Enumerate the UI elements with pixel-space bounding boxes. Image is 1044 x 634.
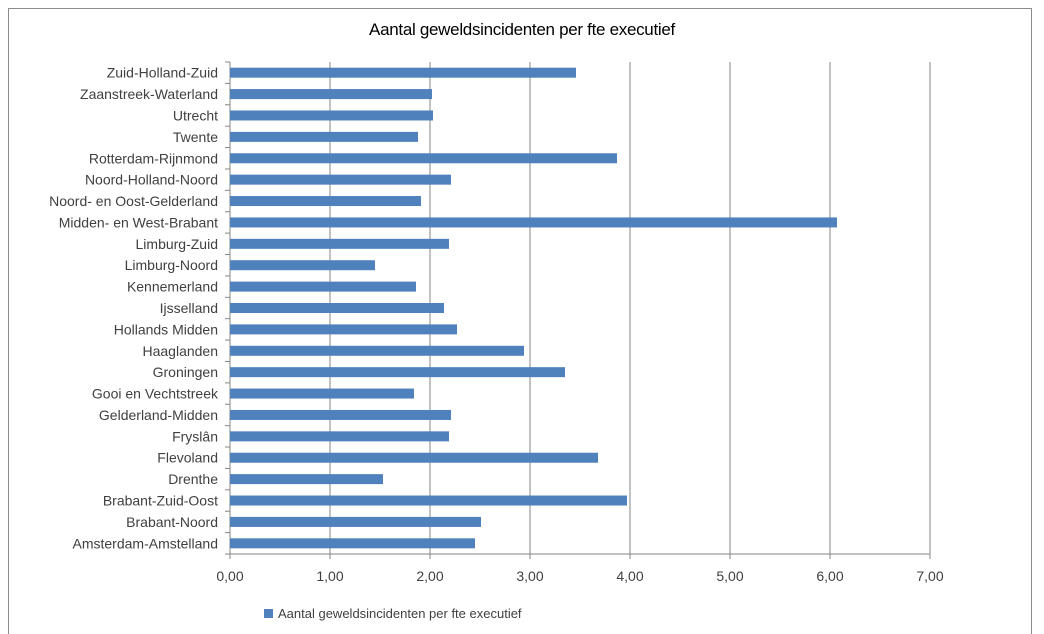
category-label: Rotterdam-Rijnmond — [89, 150, 218, 166]
bar — [230, 174, 451, 185]
bar — [230, 110, 433, 121]
category-label: Twente — [173, 129, 218, 145]
legend-label: Aantal geweldsincidenten per fte executi… — [278, 606, 522, 621]
bar — [230, 217, 837, 228]
bar — [230, 153, 617, 164]
category-label: Hollands Midden — [114, 321, 218, 337]
category-label: Noord- en Oost-Gelderland — [49, 193, 218, 209]
bar — [230, 89, 432, 100]
category-label: Brabant-Zuid-Oost — [103, 493, 218, 509]
category-label: Utrecht — [173, 107, 218, 123]
category-label: Flevoland — [157, 450, 218, 466]
bar — [230, 281, 416, 292]
category-label: Gooi en Vechtstreek — [92, 386, 219, 402]
category-label: Amsterdam-Amstelland — [73, 535, 219, 551]
bar — [230, 303, 444, 313]
bar — [230, 196, 421, 207]
x-tick-label: 6,00 — [816, 568, 843, 584]
category-label: Haaglanden — [142, 343, 218, 359]
x-tick-label: 2,00 — [416, 568, 443, 584]
category-label: Ijsselland — [160, 300, 218, 316]
chart-frame — [8, 8, 1032, 634]
x-tick-label: 7,00 — [916, 568, 943, 584]
bar — [230, 431, 449, 442]
x-tick-label: 3,00 — [516, 568, 543, 584]
bar — [230, 367, 565, 378]
x-tick-label: 4,00 — [616, 568, 643, 584]
x-tick-label: 0,00 — [216, 568, 243, 584]
category-label: Limburg-Noord — [125, 257, 218, 273]
bar — [230, 538, 475, 549]
bar — [230, 452, 598, 463]
category-label: Gelderland-Midden — [99, 407, 218, 423]
x-tick-label: 1,00 — [316, 568, 343, 584]
bar — [230, 388, 414, 399]
category-label: Drenthe — [168, 471, 218, 487]
category-label: Fryslân — [172, 428, 218, 444]
bar — [230, 474, 383, 485]
bar — [230, 345, 524, 356]
bar — [230, 260, 375, 271]
bar — [230, 495, 627, 506]
category-label: Noord-Holland-Noord — [85, 172, 218, 188]
bar — [230, 324, 457, 335]
bar — [230, 67, 576, 78]
chart-title: Aantal geweldsincidenten per fte executi… — [369, 20, 675, 39]
legend-swatch — [264, 609, 273, 618]
bar — [230, 238, 449, 249]
bar — [230, 409, 451, 420]
category-label: Limburg-Zuid — [136, 236, 218, 252]
bar — [230, 516, 481, 527]
category-label: Groningen — [153, 364, 218, 380]
chart-legend: Aantal geweldsincidenten per fte executi… — [264, 606, 522, 621]
x-tick-label: 5,00 — [716, 568, 743, 584]
category-label: Zaanstreek-Waterland — [80, 86, 218, 102]
category-label: Midden- en West-Brabant — [59, 214, 218, 230]
category-label: Kennemerland — [127, 279, 218, 295]
category-label: Zuid-Holland-Zuid — [107, 65, 218, 81]
bar — [230, 131, 418, 142]
category-label: Brabant-Noord — [126, 514, 218, 530]
